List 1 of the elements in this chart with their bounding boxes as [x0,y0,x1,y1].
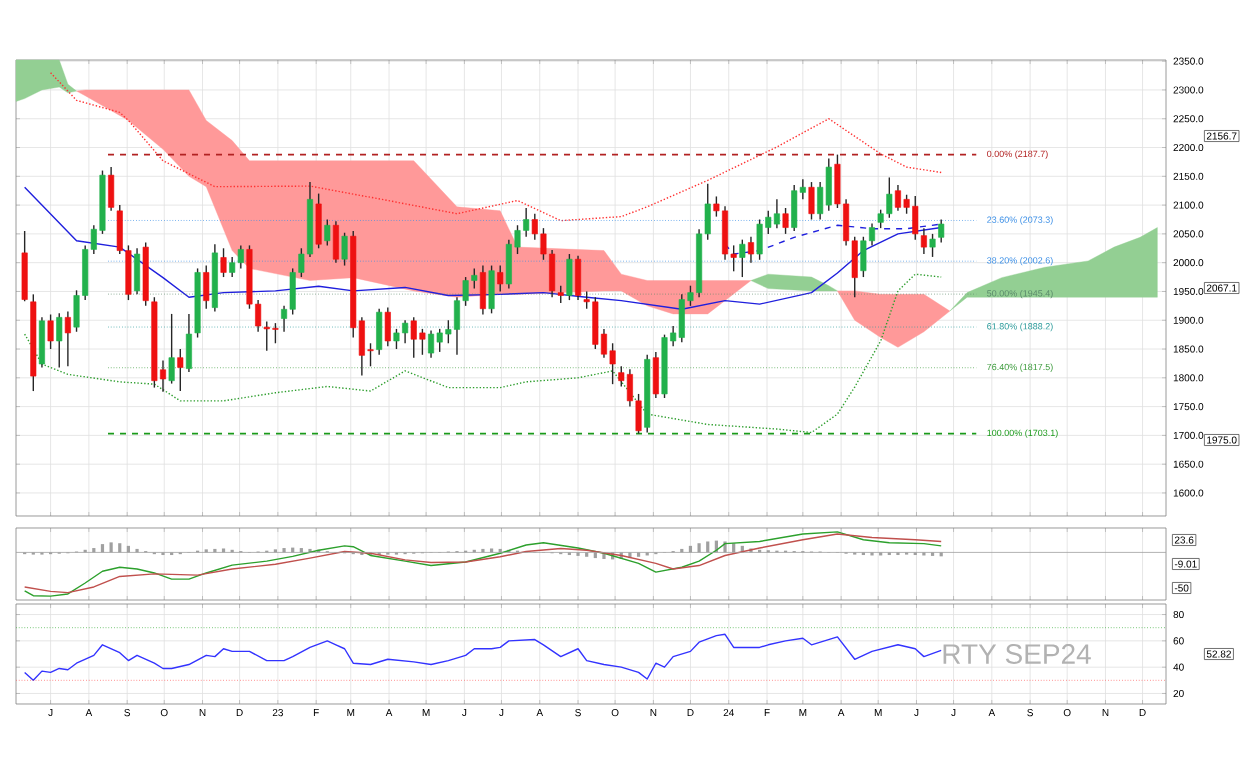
text: RTY SEP24 [943,644,1091,664]
